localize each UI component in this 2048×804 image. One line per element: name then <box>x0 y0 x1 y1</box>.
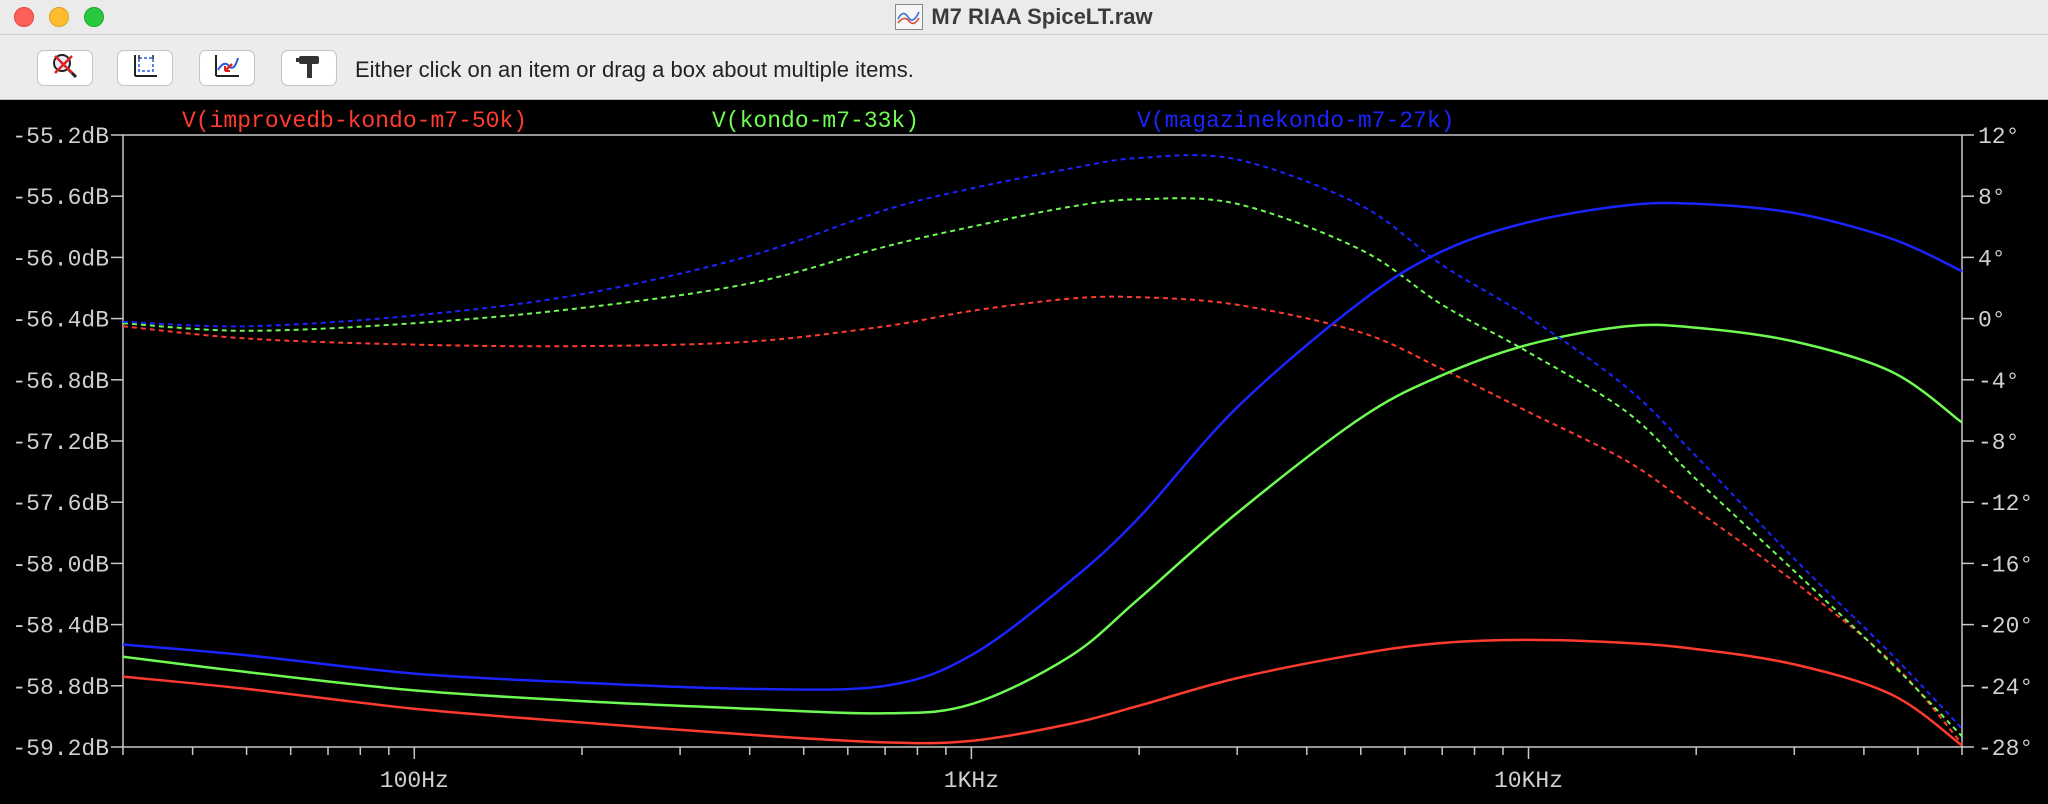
legend-entry-v-kondo-m7-33k: V(kondo-m7-33k) <box>712 108 919 134</box>
x-tick-label: 1KHz <box>944 768 999 794</box>
x-tick-label: 10KHz <box>1494 768 1563 794</box>
autorange-icon <box>130 52 160 85</box>
left-y-tick-label: -57.2dB <box>12 430 109 456</box>
left-y-tick-label: -59.2dB <box>12 736 109 762</box>
left-y-tick-label: -58.0dB <box>12 552 109 578</box>
magnitude-line-v-magazinekondo-m7-27k <box>122 201 1963 691</box>
left-y-tick-label: -58.8dB <box>12 675 109 701</box>
bode-plot[interactable]: -55.2dB -55.6dB -56.0dB -56.4dB -56.8dB -57.2… <box>0 100 2048 799</box>
right-y-tick-label: -4° <box>1978 369 2019 395</box>
delete-trace-button[interactable] <box>199 50 255 86</box>
hammer-icon <box>294 52 324 85</box>
right-y-tick-label: -8° <box>1978 430 2019 456</box>
minimize-window-button[interactable] <box>49 7 69 27</box>
zoom-cancel-icon <box>50 52 80 85</box>
left-y-tick-label: -55.2dB <box>12 124 109 150</box>
phase-line-v-improvedb-kondo-m7-50k <box>122 295 1963 745</box>
settings-button[interactable] <box>281 50 337 86</box>
toolbar: Either click on an item or drag a box ab… <box>0 35 2048 100</box>
plot-area[interactable]: -55.2dB -55.6dB -56.0dB -56.4dB -56.8dB -57.2… <box>0 100 2048 799</box>
x-tick-label: 100Hz <box>380 768 449 794</box>
right-y-tick-label: -28° <box>1978 736 2033 762</box>
phase-line-v-magazinekondo-m7-27k <box>122 154 1963 730</box>
status-hint: Either click on an item or drag a box ab… <box>355 57 914 82</box>
right-y-tick-label: 4° <box>1978 246 2006 272</box>
delete-trace-icon <box>212 52 242 85</box>
right-y-tick-label: -24° <box>1978 675 2033 701</box>
legend-entry-v-improvedb-kondo-m7-50k: V(improvedb-kondo-m7-50k) <box>182 108 527 134</box>
waveform-document-icon <box>895 4 924 30</box>
right-y-tick-label: 8° <box>1978 185 2006 211</box>
left-y-tick-label: -56.8dB <box>12 369 109 395</box>
left-y-tick-label: -55.6dB <box>12 185 109 211</box>
right-y-tick-label: -16° <box>1978 552 2033 578</box>
right-y-tick-label: -12° <box>1978 491 2033 517</box>
right-y-tick-label: 0° <box>1978 308 2006 334</box>
legend-entry-v-magazinekondo-m7-27k: V(magazinekondo-m7-27k) <box>1137 108 1454 134</box>
left-y-tick-label: -56.0dB <box>12 246 109 272</box>
magnitude-line-v-kondo-m7-33k <box>122 323 1963 715</box>
close-window-button[interactable] <box>14 7 34 27</box>
left-y-tick-label: -57.6dB <box>12 491 109 517</box>
right-y-tick-label: -20° <box>1978 614 2033 640</box>
left-y-tick-label: -58.4dB <box>12 614 109 640</box>
window-title: M7 RIAA SpiceLT.raw <box>931 4 1153 29</box>
magnitude-line-v-improvedb-kondo-m7-50k <box>122 638 1963 747</box>
title-bar: M7 RIAA SpiceLT.raw <box>0 0 2048 35</box>
zoom-cancel-button[interactable] <box>37 50 93 86</box>
zoom-window-button[interactable] <box>84 7 104 27</box>
left-y-tick-label: -56.4dB <box>12 308 109 334</box>
right-y-tick-label: 12° <box>1978 124 2019 150</box>
autorange-button[interactable] <box>117 50 173 86</box>
phase-line-v-kondo-m7-33k <box>122 197 1963 737</box>
